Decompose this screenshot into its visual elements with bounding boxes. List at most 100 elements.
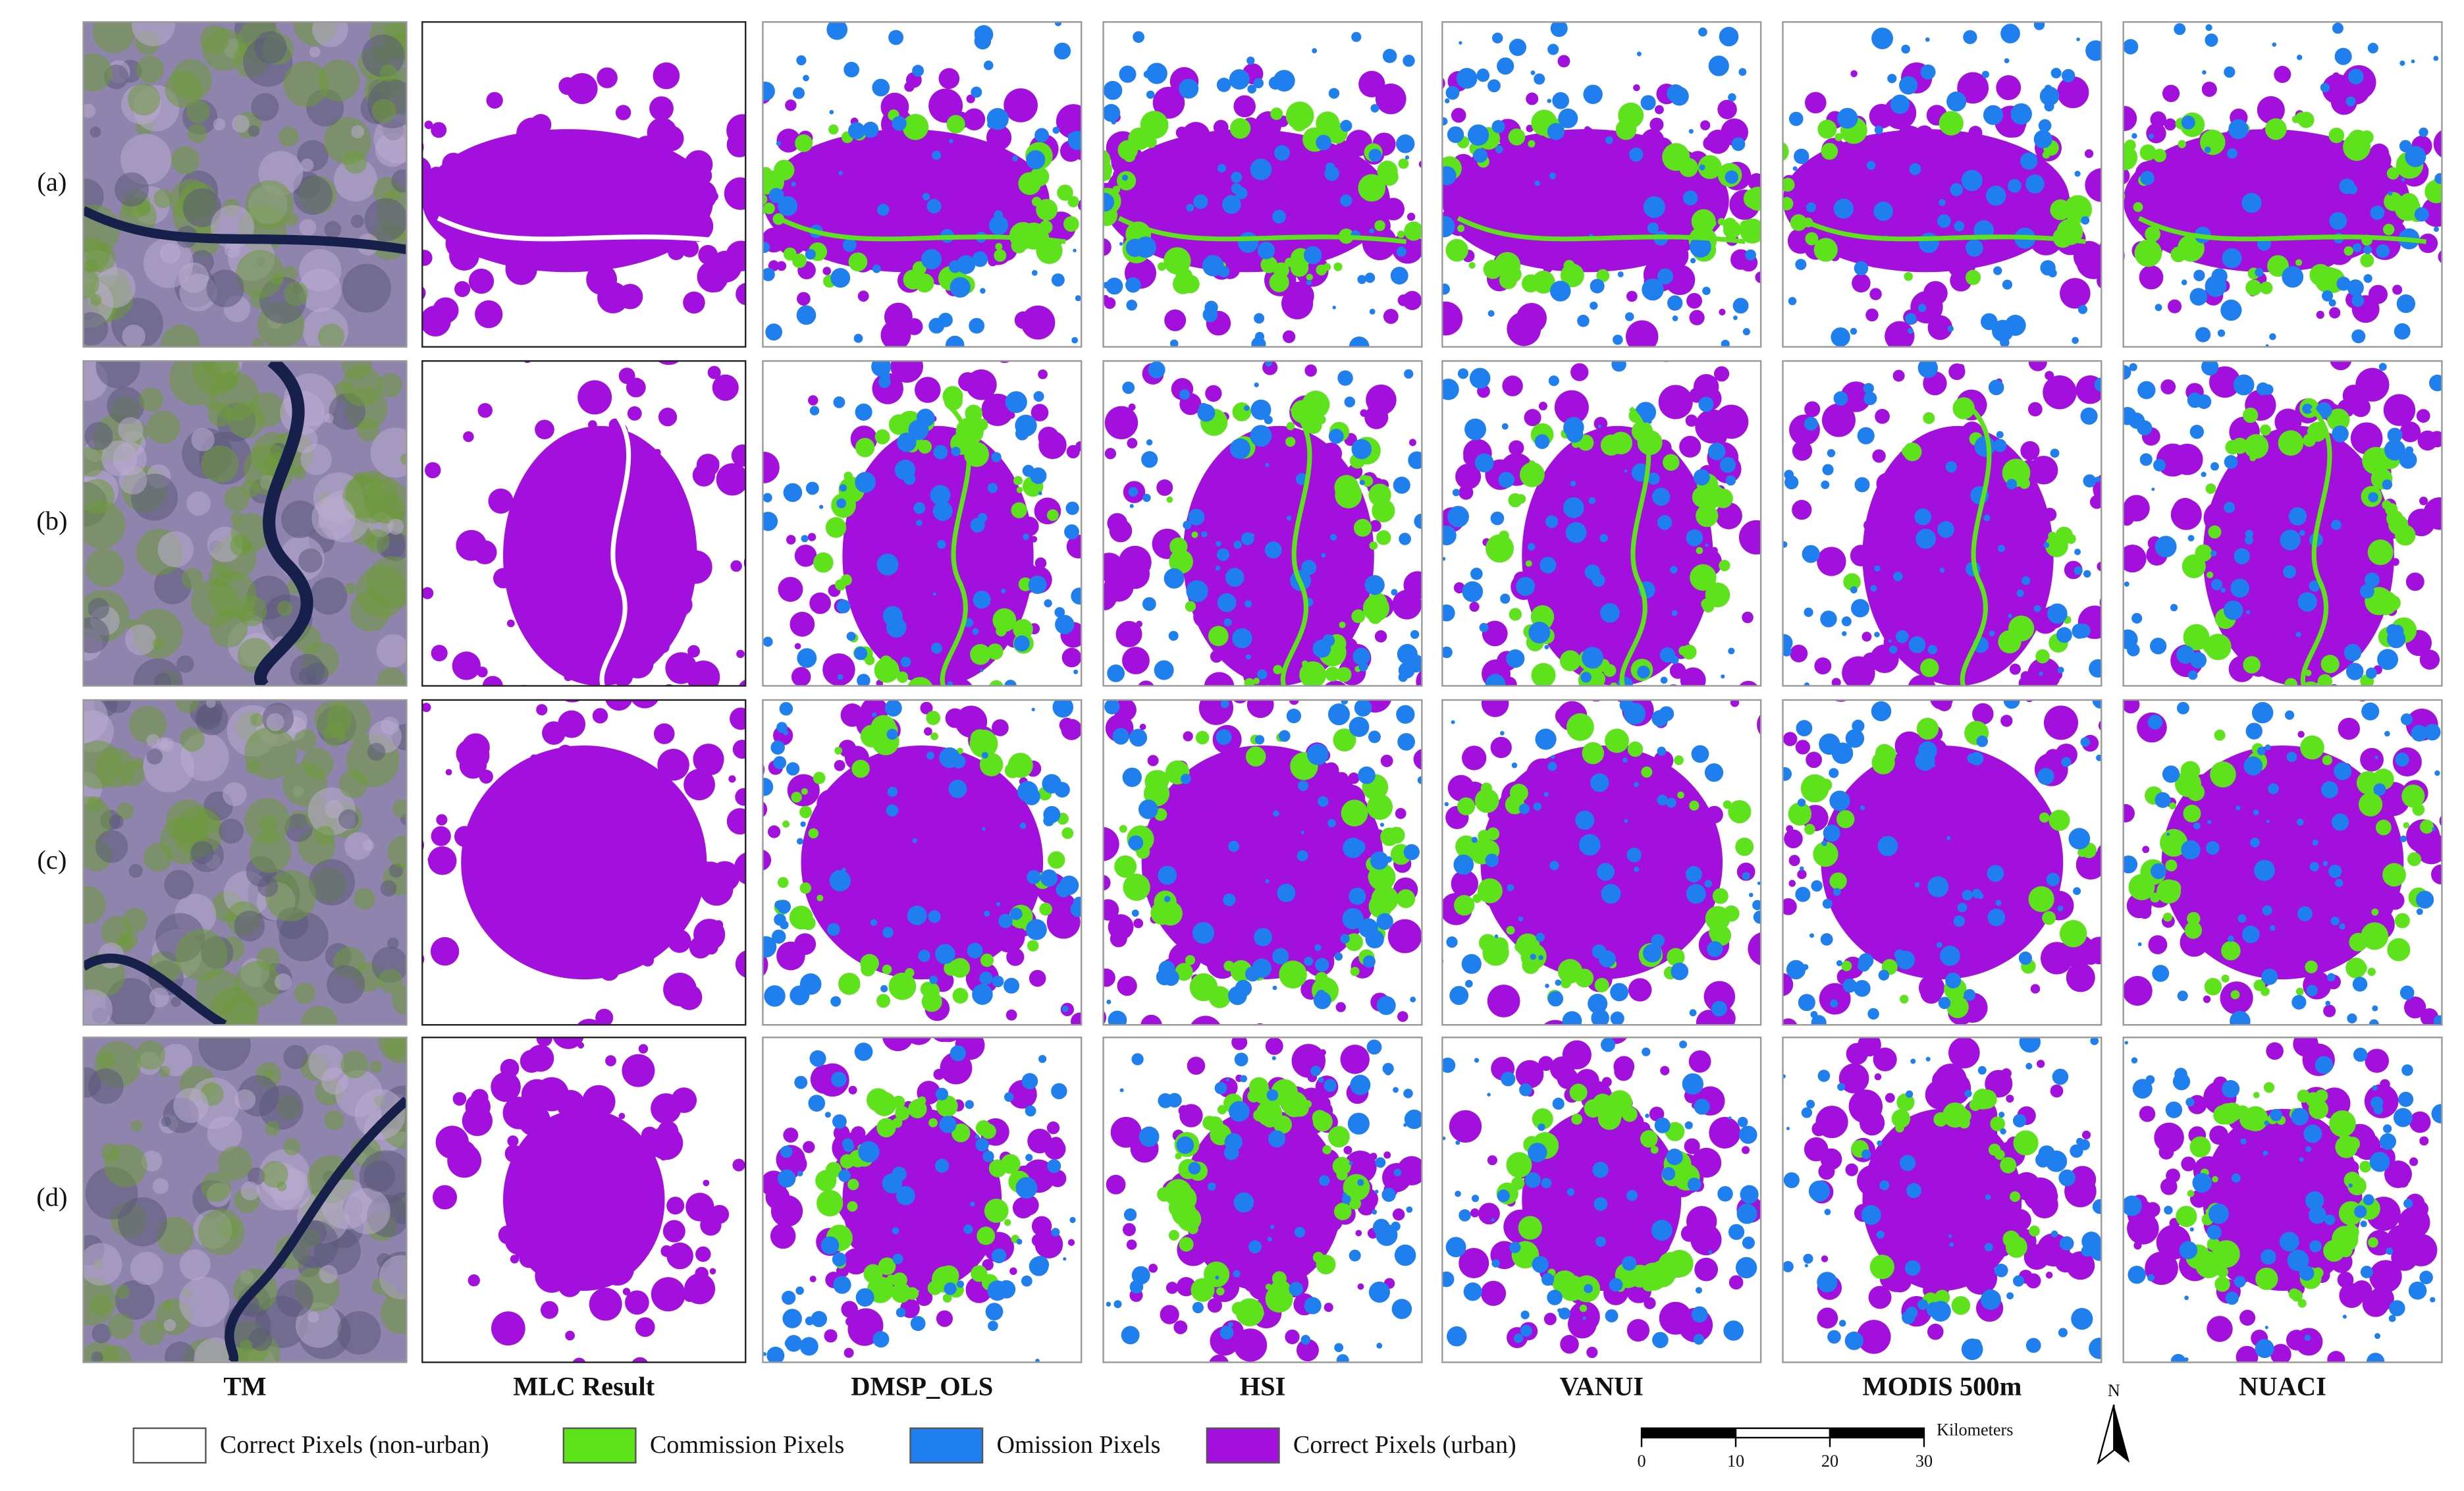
commission-patch: [1164, 247, 1191, 275]
urban-patch: [833, 1125, 850, 1141]
omission-patch: [1070, 902, 1082, 917]
commission-patch: [2399, 193, 2419, 213]
commission-patch: [2210, 761, 2236, 788]
urban-patch: [1542, 132, 1572, 162]
omission-patch: [986, 108, 1009, 130]
omission-patch: [1878, 969, 1890, 981]
urban-patch: [1773, 587, 1781, 595]
commission-patch: [801, 788, 808, 795]
omission-patch: [829, 870, 851, 892]
commission-patch: [1677, 791, 1684, 799]
texture: [327, 965, 365, 1004]
omission-patch: [1507, 884, 1514, 892]
omission-patch: [1927, 876, 1949, 898]
omission-patch: [1909, 163, 1921, 175]
urban-patch: [631, 1357, 649, 1363]
omission-patch: [1592, 574, 1605, 587]
omission-patch: [1605, 136, 1613, 144]
omission-patch: [1370, 851, 1389, 870]
texture: [317, 59, 360, 102]
omission-patch: [2394, 323, 2411, 340]
commission-patch: [2264, 118, 2287, 140]
urban-patch: [676, 984, 703, 1010]
omission-patch: [1614, 1012, 1623, 1021]
urban-patch: [2203, 995, 2211, 1003]
omission-patch: [1318, 796, 1329, 807]
commission-patch: [1123, 150, 1136, 163]
urban-patch: [618, 1112, 626, 1120]
urban-patch: [1717, 99, 1737, 119]
omission-patch: [2037, 768, 2054, 785]
commission-patch: [828, 124, 839, 135]
urban-patch: [884, 302, 913, 331]
commission-patch: [2328, 127, 2345, 144]
texture: [325, 800, 344, 819]
omission-patch: [1851, 599, 1869, 618]
commission-patch: [2169, 802, 2176, 810]
commission-patch: [1063, 216, 1079, 232]
omission-patch: [1786, 960, 1806, 980]
omission-patch: [1687, 1178, 1701, 1191]
urban-patch: [1619, 1127, 1644, 1152]
omission-patch: [830, 996, 842, 1007]
urban-patch: [1122, 1223, 1136, 1237]
urban-patch: [2329, 307, 2341, 319]
omission-patch: [2312, 839, 2318, 846]
commission-patch: [1569, 1083, 1588, 1102]
commission-patch: [1665, 1122, 1685, 1141]
omission-patch: [1257, 242, 1275, 259]
omission-patch: [1121, 1326, 1140, 1345]
row-label: (d): [36, 1182, 67, 1212]
commission-patch: [1286, 421, 1295, 431]
commission-patch: [1690, 564, 1717, 591]
omission-patch: [1661, 1167, 1676, 1181]
commission-patch: [1336, 666, 1352, 682]
urban-patch: [1586, 127, 1593, 134]
texture: [319, 1264, 338, 1284]
texture: [266, 713, 284, 732]
omission-patch: [770, 740, 785, 755]
commission-patch: [1031, 196, 1042, 207]
omission-patch: [1985, 1194, 1991, 1201]
urban-patch: [890, 361, 923, 383]
omission-patch: [972, 628, 979, 635]
classification-map: [1442, 1037, 1761, 1363]
urban-patch: [1821, 1255, 1829, 1262]
urban-patch: [1679, 435, 1701, 458]
commission-patch: [866, 1088, 890, 1112]
urban-patch: [1874, 1073, 1882, 1081]
omission-patch: [1640, 95, 1656, 111]
omission-patch: [1349, 717, 1370, 738]
texture: [146, 734, 160, 747]
commission-patch: [2042, 911, 2056, 925]
urban-patch: [682, 210, 714, 242]
omission-patch: [1538, 1124, 1545, 1131]
omission-patch: [1528, 1143, 1547, 1162]
omission-patch: [913, 502, 926, 514]
commission-patch: [928, 1118, 938, 1127]
omission-patch: [2363, 245, 2372, 254]
omission-patch: [855, 1288, 874, 1307]
omission-patch: [1530, 954, 1537, 960]
urban-patch: [2457, 259, 2464, 290]
omission-patch: [1442, 525, 1457, 545]
omission-patch: [2262, 905, 2272, 916]
commission-patch: [1206, 422, 1214, 430]
commission-patch: [1605, 728, 1629, 753]
omission-patch: [793, 87, 805, 99]
commission-patch: [1425, 168, 1442, 185]
omission-patch: [1322, 634, 1335, 647]
omission-patch: [1104, 699, 1120, 715]
urban-patch: [657, 1121, 679, 1142]
omission-patch: [2058, 1328, 2068, 1338]
omission-patch: [1237, 232, 1259, 253]
texture: [300, 158, 314, 172]
urban-patch: [1187, 1056, 1206, 1075]
panel-border: [2122, 699, 2443, 1026]
omission-patch: [1129, 1280, 1144, 1294]
omission-patch: [1983, 105, 2004, 125]
commission-patch: [2385, 595, 2401, 611]
omission-patch: [2322, 861, 2328, 867]
urban-patch: [579, 440, 611, 472]
urban-patch: [2020, 671, 2031, 682]
